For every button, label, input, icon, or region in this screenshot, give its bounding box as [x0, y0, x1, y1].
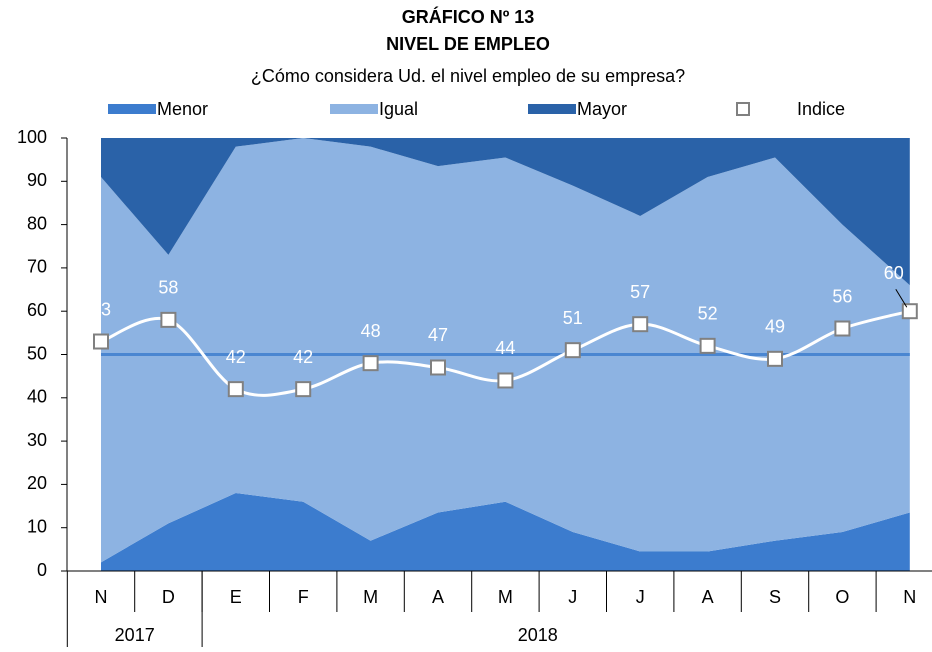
data-label: 49 [765, 317, 785, 337]
leader-line [895, 288, 908, 308]
area [101, 138, 910, 563]
legend-label: Mayor [577, 99, 627, 119]
index-marker [564, 342, 581, 359]
index-marker [497, 372, 514, 389]
y-tick-label: 80 [27, 213, 47, 233]
data-label: 58 [158, 278, 178, 298]
index-marker [362, 355, 379, 372]
x-tick-label: J [568, 587, 577, 607]
x-tick-label: D [162, 587, 175, 607]
index-marker [632, 316, 649, 333]
group-label: 2017 [115, 625, 155, 645]
y-tick-label: 60 [27, 300, 47, 320]
data-label: 56 [832, 286, 852, 306]
y-tick-label: 90 [27, 170, 47, 190]
chart-subtitle: NIVEL DE EMPLEO [386, 34, 550, 54]
index-marker [227, 381, 244, 398]
area [101, 138, 910, 286]
y-tick-label: 50 [27, 343, 47, 363]
data-label: 48 [361, 321, 381, 341]
x-tick-label: M [363, 587, 378, 607]
x-tick-label: F [298, 587, 309, 607]
y-tick-label: 70 [27, 257, 47, 277]
legend-swatch [330, 104, 378, 114]
index-marker [295, 381, 312, 398]
index-marker [160, 311, 177, 328]
legend-label: Indice [797, 99, 845, 119]
y-tick-label: 40 [27, 387, 47, 407]
index-marker [699, 337, 716, 354]
chart-title: GRÁFICO Nº 13 [402, 6, 535, 27]
x-tick-label: A [702, 587, 714, 607]
y-tick-label: 20 [27, 473, 47, 493]
x-tick-label: A [432, 587, 444, 607]
y-tick-label: 100 [17, 127, 47, 147]
y-tick-label: 10 [27, 516, 47, 536]
group-label: 2018 [518, 625, 558, 645]
index-marker [767, 350, 783, 367]
data-label: 60 [884, 263, 904, 283]
x-tick-label: M [498, 587, 513, 607]
legend-swatch [108, 104, 156, 114]
data-label: 51 [563, 308, 583, 328]
data-label: 52 [698, 304, 718, 324]
x-tick-label: J [636, 587, 645, 607]
x-tick-label: N [95, 587, 108, 607]
y-tick-label: 0 [37, 560, 47, 580]
x-tick-label: N [903, 587, 916, 607]
legend-label: Igual [379, 99, 418, 119]
data-label: 47 [428, 325, 448, 345]
x-tick-label: S [769, 587, 781, 607]
index-marker [93, 333, 109, 350]
legend-label: Menor [157, 99, 208, 119]
data-label: 53 [91, 299, 111, 319]
y-tick-label: 30 [27, 430, 47, 450]
index-marker [834, 320, 851, 337]
legend-swatch [528, 104, 576, 114]
x-tick-label: E [230, 587, 242, 607]
chart-question: ¿Cómo considera Ud. el nivel empleo de s… [251, 66, 685, 86]
data-label: 44 [495, 338, 515, 358]
data-label: 42 [293, 347, 313, 367]
data-label: 42 [226, 347, 246, 367]
index-marker [430, 359, 446, 376]
data-label: 57 [630, 282, 650, 302]
x-tick-label: O [835, 587, 849, 607]
legend-marker [736, 102, 750, 116]
index-marker [901, 303, 918, 320]
